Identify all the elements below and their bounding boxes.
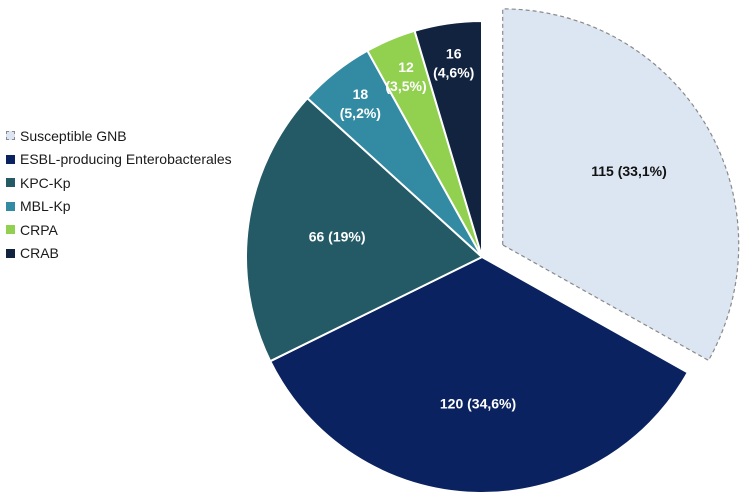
slice-data-label-line: 18 bbox=[353, 86, 369, 102]
legend: Susceptible GNB ESBL-producing Enterobac… bbox=[6, 124, 232, 265]
legend-label: Susceptible GNB bbox=[20, 127, 127, 144]
legend-label: ESBL-producing Enterobacterales bbox=[20, 151, 232, 168]
slice-data-label: 18 (5,2%) bbox=[340, 86, 381, 121]
pie-slice bbox=[269, 256, 689, 494]
legend-swatch bbox=[6, 225, 15, 235]
pie-slice bbox=[245, 97, 483, 363]
slice-data-label-line: (3,5%) bbox=[385, 78, 426, 94]
legend-label: CRAB bbox=[20, 245, 59, 262]
slice-data-label-line: 120 (34,6%) bbox=[440, 395, 516, 411]
slice-data-label: 16 (4,6%) bbox=[433, 46, 474, 81]
slice-data-label: 120 (34,6%) bbox=[440, 395, 516, 411]
slice-data-label-line: (5,2%) bbox=[340, 105, 381, 121]
legend-item: CRPA bbox=[6, 218, 232, 242]
legend-item: Susceptible GNB bbox=[6, 124, 232, 148]
legend-swatch bbox=[6, 154, 15, 164]
slice-data-label-line: 66 (19%) bbox=[309, 229, 366, 245]
slice-data-label-line: 115 (33,1%) bbox=[591, 163, 667, 179]
legend-swatch bbox=[6, 178, 15, 188]
pie-slice bbox=[502, 8, 740, 361]
legend-item: KPC-Kp bbox=[6, 171, 232, 195]
legend-item: CRAB bbox=[6, 242, 232, 266]
legend-label: KPC-Kp bbox=[20, 174, 71, 191]
slice-data-label: 66 (19%) bbox=[309, 229, 366, 245]
slice-data-label-line: (4,6%) bbox=[433, 65, 474, 81]
pie-slice bbox=[413, 20, 483, 258]
legend-item: ESBL-producing Enterobacterales bbox=[6, 148, 232, 172]
legend-swatch bbox=[6, 131, 15, 141]
legend-swatch bbox=[6, 201, 15, 211]
legend-label: CRPA bbox=[20, 221, 58, 238]
legend-swatch bbox=[6, 248, 15, 258]
slice-data-label: 12 (3,5%) bbox=[385, 59, 426, 94]
legend-item: MBL-Kp bbox=[6, 195, 232, 219]
slice-data-label: 115 (33,1%) bbox=[591, 163, 667, 179]
slice-data-label-line: 12 bbox=[398, 59, 414, 75]
slice-data-label-line: 16 bbox=[446, 46, 462, 62]
legend-label: MBL-Kp bbox=[20, 198, 71, 215]
